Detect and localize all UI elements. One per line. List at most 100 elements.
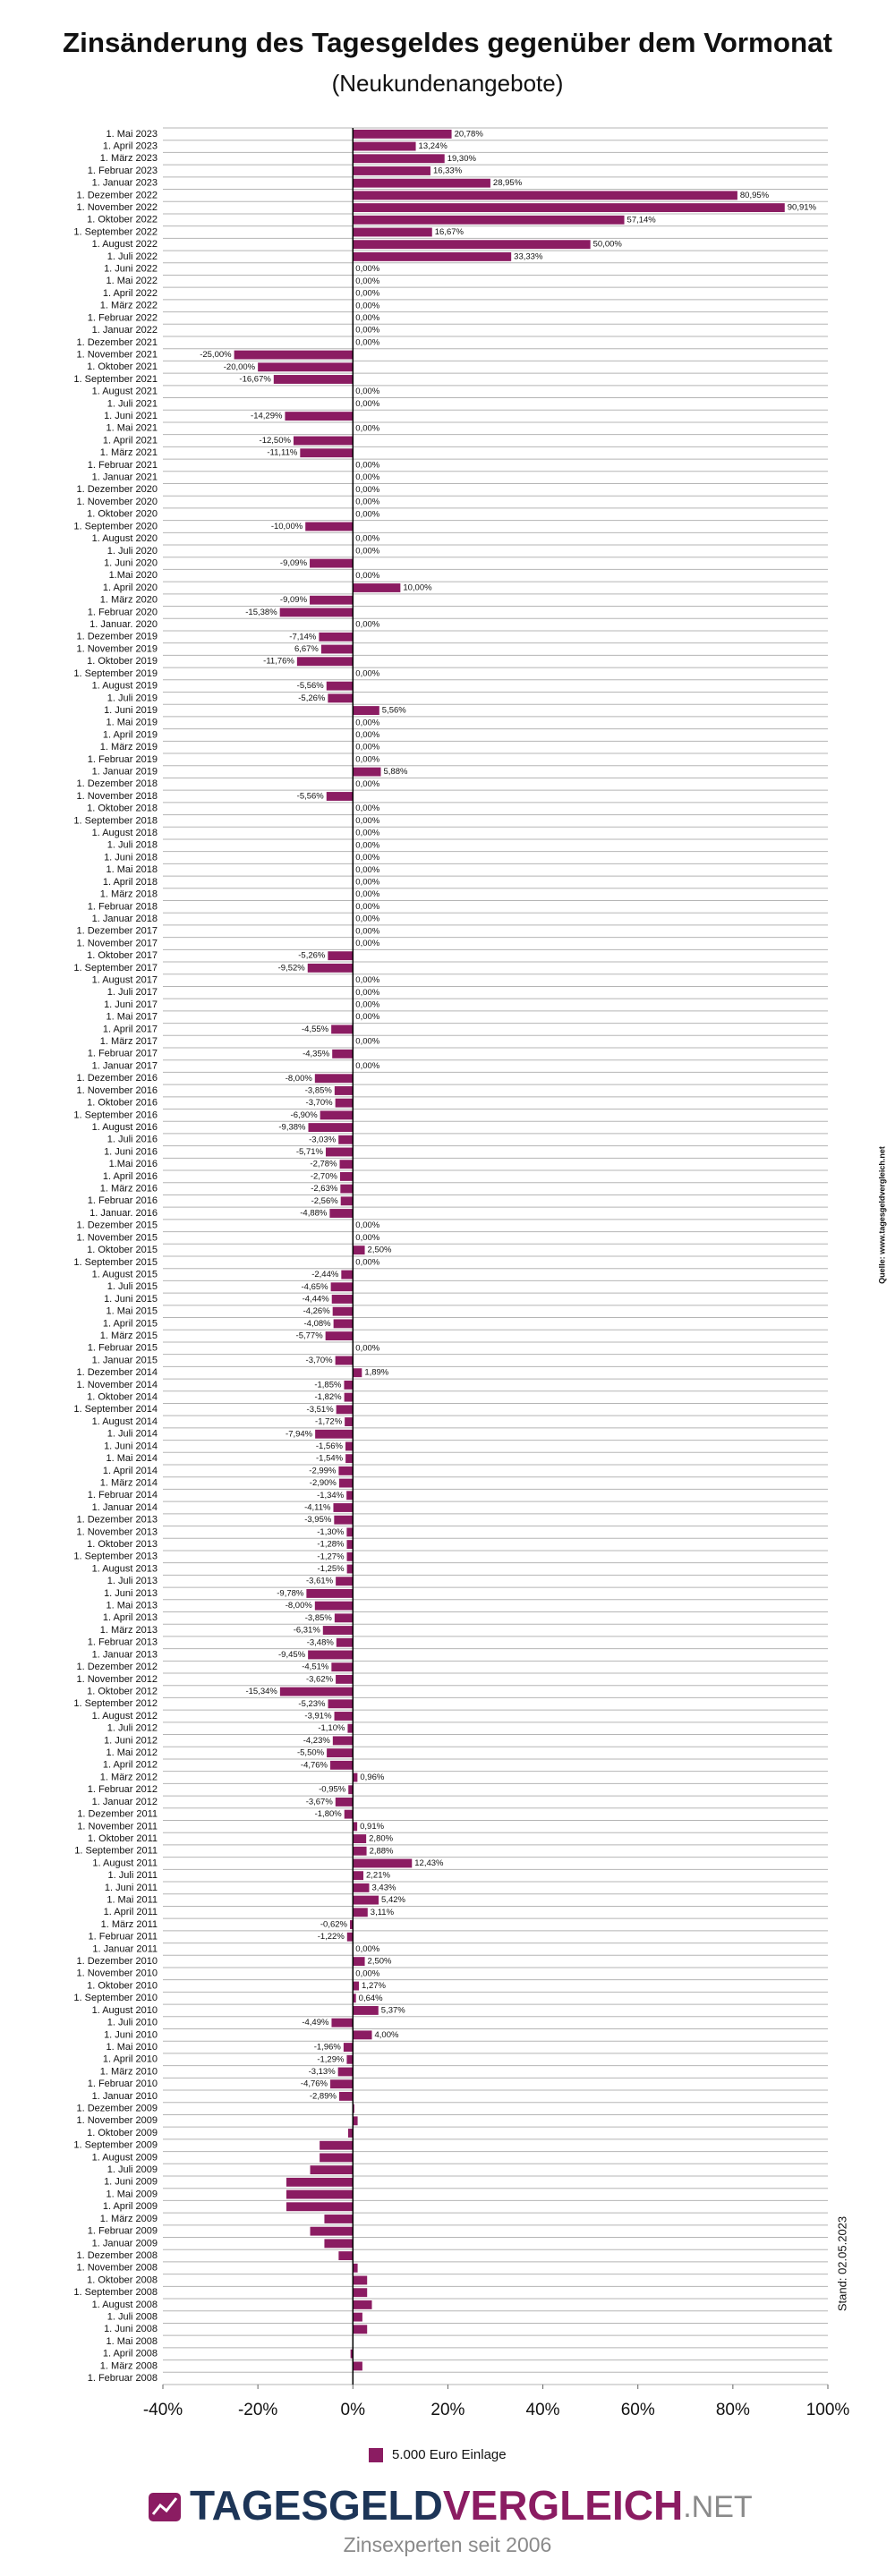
bar <box>353 583 401 592</box>
data-label: 0,00% <box>355 264 379 274</box>
y-tick-label: 1. August 2012 <box>92 1711 158 1722</box>
bar <box>279 1687 354 1696</box>
bar <box>319 632 354 642</box>
bar <box>332 1049 354 1058</box>
y-tick-label: 1. August 2017 <box>92 975 158 986</box>
data-label: 0,00% <box>355 730 379 740</box>
y-tick-label: 1. April 2020 <box>103 582 158 593</box>
y-tick-label: 1. März 2012 <box>100 1772 158 1782</box>
data-label: -6,90% <box>291 1110 319 1120</box>
data-label: -2,89% <box>310 2091 337 2101</box>
y-tick-label: 1. April 2022 <box>103 288 158 299</box>
y-tick-label: 1. September 2016 <box>73 1109 158 1120</box>
data-label: -6,31% <box>294 1626 321 1636</box>
data-label: -3,70% <box>306 1356 334 1365</box>
data-label: 0,00% <box>355 313 379 323</box>
y-tick-label: 1. Dezember 2013 <box>77 1515 158 1526</box>
data-label: 0,00% <box>355 620 379 630</box>
data-label: 0,00% <box>355 743 379 752</box>
bar <box>285 412 354 421</box>
y-tick-label: 1. Januar. 2016 <box>90 1208 158 1219</box>
data-label: 0,00% <box>355 571 379 581</box>
bar <box>338 1466 354 1475</box>
bar <box>258 362 354 372</box>
y-tick-label: 1. Februar 2016 <box>88 1195 158 1206</box>
y-tick-label: 1. November 2012 <box>77 1674 158 1685</box>
data-label: 0,00% <box>355 546 379 556</box>
bar <box>353 2275 368 2285</box>
data-label: -2,99% <box>309 1466 337 1475</box>
y-tick-label: 1. August 2015 <box>92 1269 158 1279</box>
data-label: -3,91% <box>304 1712 332 1722</box>
data-label: 0,00% <box>355 939 379 948</box>
bar <box>320 644 354 654</box>
data-label: -3,85% <box>305 1613 333 1623</box>
data-label: 0,00% <box>355 301 379 310</box>
y-tick-label: 1. Juni 2017 <box>104 999 158 1010</box>
data-label: 12,43% <box>414 1858 444 1868</box>
y-tick-label: 1. Mai 2012 <box>107 1747 158 1758</box>
data-label: -3,95% <box>304 1515 332 1525</box>
data-label: -11,76% <box>263 657 294 667</box>
bar <box>331 1295 354 1304</box>
data-label: -1,27% <box>317 1552 345 1561</box>
y-tick-label: 1. Januar 2013 <box>92 1649 158 1660</box>
y-tick-label: 1. September 2015 <box>73 1257 158 1268</box>
y-tick-label: 1. Juli 2022 <box>107 251 158 262</box>
y-tick-label: 1. Dezember 2012 <box>77 1662 158 1672</box>
data-label: 0,00% <box>355 914 379 924</box>
y-tick-label: 1. Januar 2018 <box>92 914 158 924</box>
y-tick-label: 1. Oktober 2013 <box>87 1539 158 1550</box>
data-label: 1,89% <box>364 1368 388 1378</box>
data-label: 0,00% <box>355 779 379 789</box>
y-tick-label: 1. März 2022 <box>100 301 158 311</box>
y-tick-label: 1. November 2019 <box>77 643 158 654</box>
bar <box>320 2140 354 2150</box>
bar <box>286 2189 354 2199</box>
data-label: -1,30% <box>317 1527 345 1537</box>
bar <box>306 1588 354 1598</box>
y-tick-label: 1. April 2017 <box>103 1024 158 1034</box>
bar <box>337 2067 354 2077</box>
data-label: -1,25% <box>318 1564 345 1574</box>
data-label: 28,95% <box>493 178 523 188</box>
y-tick-label: 1. Oktober 2009 <box>87 2128 158 2138</box>
bar <box>336 1637 354 1647</box>
y-tick-label: 1. November 2011 <box>77 1821 158 1832</box>
bar <box>353 191 737 200</box>
logo-part2: VERGLEICH <box>443 2482 683 2529</box>
data-label: 90,91% <box>788 203 817 213</box>
bar <box>353 2300 372 2309</box>
data-label: 50,00% <box>593 240 623 250</box>
y-tick-label: 1. Juni 2014 <box>104 1441 158 1451</box>
data-label: -3,85% <box>305 1085 333 1095</box>
y-tick-label: 1. November 2008 <box>77 2263 158 2274</box>
bar <box>310 558 354 568</box>
y-tick-label: 1. Oktober 2020 <box>87 509 158 520</box>
data-label: 0,00% <box>355 988 379 998</box>
y-tick-label: 1. August 2009 <box>92 2152 158 2163</box>
bar <box>348 1785 354 1795</box>
data-label: -4,08% <box>304 1319 332 1329</box>
legend-label: 5.000 Euro Einlage <box>392 2447 507 2462</box>
data-label: -14,29% <box>251 412 283 421</box>
y-tick-label: 1. Dezember 2011 <box>77 1809 158 1820</box>
data-label: 5,88% <box>383 767 407 777</box>
y-tick-label: 1. Mai 2015 <box>107 1306 158 1317</box>
y-tick-label: 1. April 2019 <box>103 729 158 740</box>
bar <box>279 608 354 617</box>
logo-line <box>151 2497 178 2515</box>
data-label: 0,00% <box>355 902 379 912</box>
y-tick-label: 1. Juni 2021 <box>104 411 158 421</box>
y-tick-label: 1. Januar 2012 <box>92 1797 158 1807</box>
bar <box>338 2251 354 2261</box>
data-label: 0,00% <box>355 1000 379 1010</box>
bar <box>353 251 512 261</box>
y-tick-label: 1. Oktober 2014 <box>87 1392 158 1403</box>
data-label: -9,78% <box>277 1588 304 1598</box>
y-tick-label: 1. Januar 2019 <box>92 766 158 777</box>
data-label: 0,00% <box>355 1968 379 1978</box>
y-tick-label: 1.Mai 2020 <box>109 570 158 581</box>
y-tick-label: 1. Mai 2021 <box>107 423 158 434</box>
bar <box>332 1306 354 1316</box>
